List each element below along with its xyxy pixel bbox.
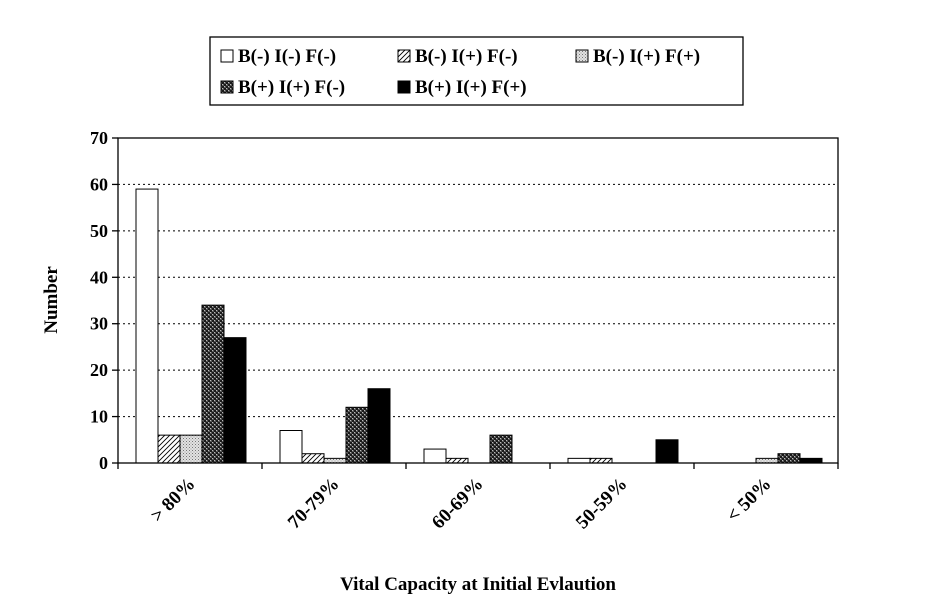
legend-swatch (220, 49, 234, 63)
bar-2-3 (445, 457, 469, 464)
bar-3-2 (323, 457, 347, 464)
bar-5-5 (799, 457, 823, 464)
x-axis-label: Vital Capacity at Initial Evlaution (340, 574, 616, 595)
y-tick-label: 70 (90, 128, 108, 148)
x-tick-label: 70-79% (284, 474, 344, 534)
bar-4-3 (489, 434, 513, 464)
legend-label: B(-) I(-) F(-) (238, 46, 336, 67)
bar-1-3 (423, 448, 447, 464)
bars (135, 188, 823, 464)
bar-2-4 (589, 457, 613, 464)
bar-2-2 (301, 453, 325, 464)
x-tick-label: < 50% (723, 474, 776, 527)
bar-2-1 (157, 434, 181, 464)
bar-3-5 (755, 457, 779, 464)
legend-label: B(-) I(+) F(-) (415, 46, 518, 67)
y-tick-label: 0 (99, 453, 108, 473)
legend-label: B(+) I(+) F(+) (415, 77, 527, 98)
legend-swatch (397, 80, 411, 94)
bar-1-2 (279, 430, 303, 464)
legend-label: B(-) I(+) F(+) (593, 46, 700, 67)
bar-4-5 (777, 453, 801, 464)
y-tick-label: 30 (90, 314, 108, 334)
bar-5-4 (655, 439, 679, 464)
legend-box (209, 36, 744, 106)
y-axis-label: Number (41, 266, 62, 334)
x-tick-labels: > 80% 70-79% 60-69% 50-59% < 50% (147, 474, 776, 534)
bar-1-1 (135, 188, 159, 464)
bar-5-1 (223, 337, 247, 464)
legend-swatch (575, 49, 589, 63)
y-tick-labels: 0 10 20 30 40 50 60 70 (90, 128, 108, 473)
y-tick-label: 10 (90, 407, 108, 427)
plot-area-border (117, 137, 839, 464)
bar-5-2 (367, 388, 391, 464)
y-tick-label: 20 (90, 360, 108, 380)
legend-label: B(+) I(+) F(-) (238, 77, 345, 98)
legend-swatch (220, 80, 234, 94)
bar-1-4 (567, 457, 591, 464)
y-tick-label: 50 (90, 221, 108, 241)
x-tick-label: 50-59% (572, 474, 632, 534)
legend: B(-) I(-) F(-) B(-) I(+) F(-) B(-) I(+) F(… (209, 36, 744, 106)
bar-4-1 (201, 304, 225, 464)
bar-3-1 (179, 434, 203, 464)
y-tick-label: 40 (90, 267, 108, 287)
legend-swatch (397, 49, 411, 63)
bar-4-2 (345, 406, 369, 464)
x-tick-label: > 80% (147, 474, 200, 527)
axes (112, 137, 839, 469)
y-tick-label: 60 (90, 174, 108, 194)
x-tick-label: 60-69% (428, 474, 488, 534)
